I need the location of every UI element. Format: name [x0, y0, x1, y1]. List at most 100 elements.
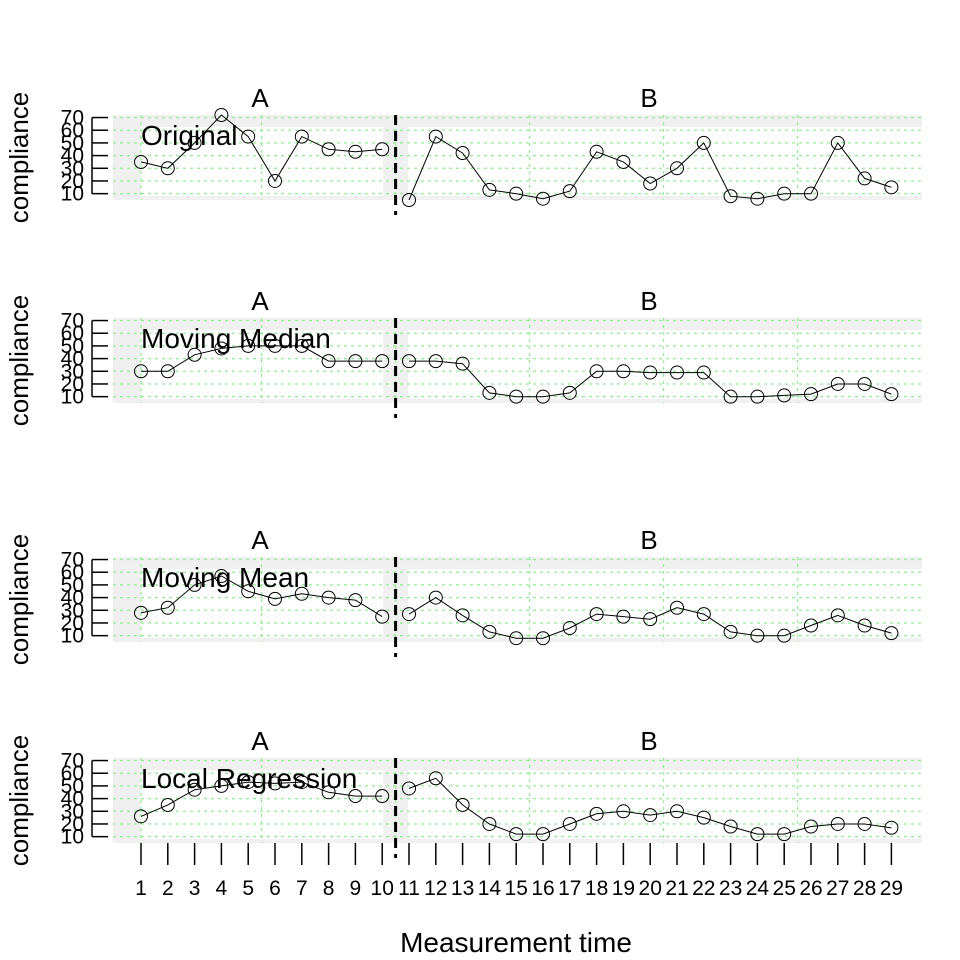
- data-point: [884, 180, 899, 195]
- data-point: [509, 389, 524, 404]
- x-tick-label: 17: [558, 877, 581, 900]
- x-tick-label: 26: [799, 877, 822, 900]
- y-tick-label: 50: [61, 335, 84, 358]
- data-point: [160, 161, 175, 176]
- data-point: [294, 129, 309, 144]
- y-tick-label: 60: [61, 561, 84, 584]
- y-tick-label: 10: [61, 386, 84, 409]
- data-point: [160, 364, 175, 379]
- panel-label: Moving Median: [141, 323, 331, 354]
- data-point: [696, 365, 711, 380]
- x-tick-label: 14: [478, 877, 502, 900]
- y-axis-title: compliance: [4, 534, 34, 666]
- y-tick-label: 40: [61, 587, 84, 610]
- series-line-phase-a: [140, 781, 383, 817]
- data-point: [482, 624, 497, 639]
- data-point: [830, 135, 845, 150]
- data-point: [160, 600, 175, 615]
- data-point: [750, 389, 765, 404]
- data-point: [134, 154, 148, 169]
- data-point: [134, 364, 148, 379]
- data-point: [402, 193, 416, 207]
- data-point: [241, 129, 256, 144]
- data-point: [321, 590, 336, 605]
- data-point: [830, 376, 845, 391]
- panel-label: Moving Mean: [141, 562, 309, 593]
- data-point: [804, 387, 818, 402]
- y-tick-label: 10: [61, 826, 84, 849]
- x-tick-label: 13: [451, 877, 474, 900]
- data-point: [348, 354, 363, 369]
- data-point: [857, 816, 872, 831]
- data-point: [187, 577, 202, 592]
- x-axis-title: Measurement time: [400, 927, 632, 958]
- data-point: [750, 628, 765, 643]
- data-point: [348, 144, 363, 159]
- data-point: [428, 129, 443, 144]
- data-point: [643, 808, 658, 823]
- y-tick-label: 40: [61, 788, 84, 811]
- x-tick-label: 23: [719, 877, 742, 900]
- data-point: [402, 781, 416, 796]
- data-point: [268, 591, 282, 606]
- data-point: [589, 144, 604, 159]
- y-tick-label: 20: [61, 813, 84, 836]
- data-point: [589, 364, 604, 379]
- y-tick-label: 60: [61, 322, 84, 345]
- phase-label-a: A: [251, 286, 269, 316]
- data-point: [616, 804, 631, 819]
- data-point: [321, 354, 336, 369]
- data-point: [830, 608, 845, 623]
- y-tick-label: 30: [61, 599, 84, 622]
- data-point: [428, 354, 443, 369]
- y-tick-label: 70: [61, 549, 84, 572]
- data-point: [294, 338, 309, 353]
- data-point: [723, 389, 738, 404]
- data-point: [321, 785, 336, 800]
- y-tick-label: 70: [61, 310, 84, 333]
- x-tick-label: 4: [216, 877, 228, 900]
- data-point: [482, 816, 497, 831]
- data-point: [804, 186, 818, 201]
- y-tick-label: 20: [61, 373, 84, 396]
- data-point: [562, 385, 577, 400]
- x-tick-label: 27: [826, 877, 849, 900]
- x-tick-label: 10: [371, 877, 394, 900]
- data-point: [857, 618, 872, 633]
- data-point: [777, 388, 792, 403]
- x-tick-label: 6: [269, 877, 281, 900]
- data-point: [643, 365, 658, 380]
- series-line-phase-a: [140, 575, 383, 618]
- data-point: [348, 593, 363, 608]
- series-line-phase-a: [140, 114, 383, 182]
- data-point: [402, 354, 416, 369]
- data-point: [884, 626, 899, 641]
- data-point: [616, 609, 631, 624]
- y-tick-label: 10: [61, 625, 84, 648]
- data-point: [536, 389, 550, 404]
- data-point: [562, 816, 577, 831]
- data-point: [455, 608, 470, 623]
- data-point: [268, 173, 282, 188]
- series-line-phase-b: [409, 360, 892, 398]
- data-point: [214, 108, 229, 122]
- x-tick-label: 28: [853, 877, 876, 900]
- data-point: [804, 618, 818, 633]
- x-tick-label: 20: [639, 877, 662, 900]
- y-tick-label: 40: [61, 348, 84, 371]
- data-point: [536, 827, 550, 842]
- phase-label-b: B: [640, 726, 657, 756]
- data-point: [268, 338, 282, 353]
- data-point: [241, 775, 256, 790]
- data-point: [884, 820, 899, 835]
- y-tick-label: 30: [61, 157, 84, 180]
- series-line-phase-b: [408, 777, 892, 835]
- data-point: [375, 354, 390, 369]
- data-point: [857, 171, 872, 186]
- data-point: [696, 135, 711, 150]
- data-point: [589, 806, 604, 821]
- x-tick-label: 15: [505, 877, 528, 900]
- data-point: [482, 385, 497, 400]
- data-point: [509, 827, 524, 842]
- series-line-phase-b: [408, 135, 892, 201]
